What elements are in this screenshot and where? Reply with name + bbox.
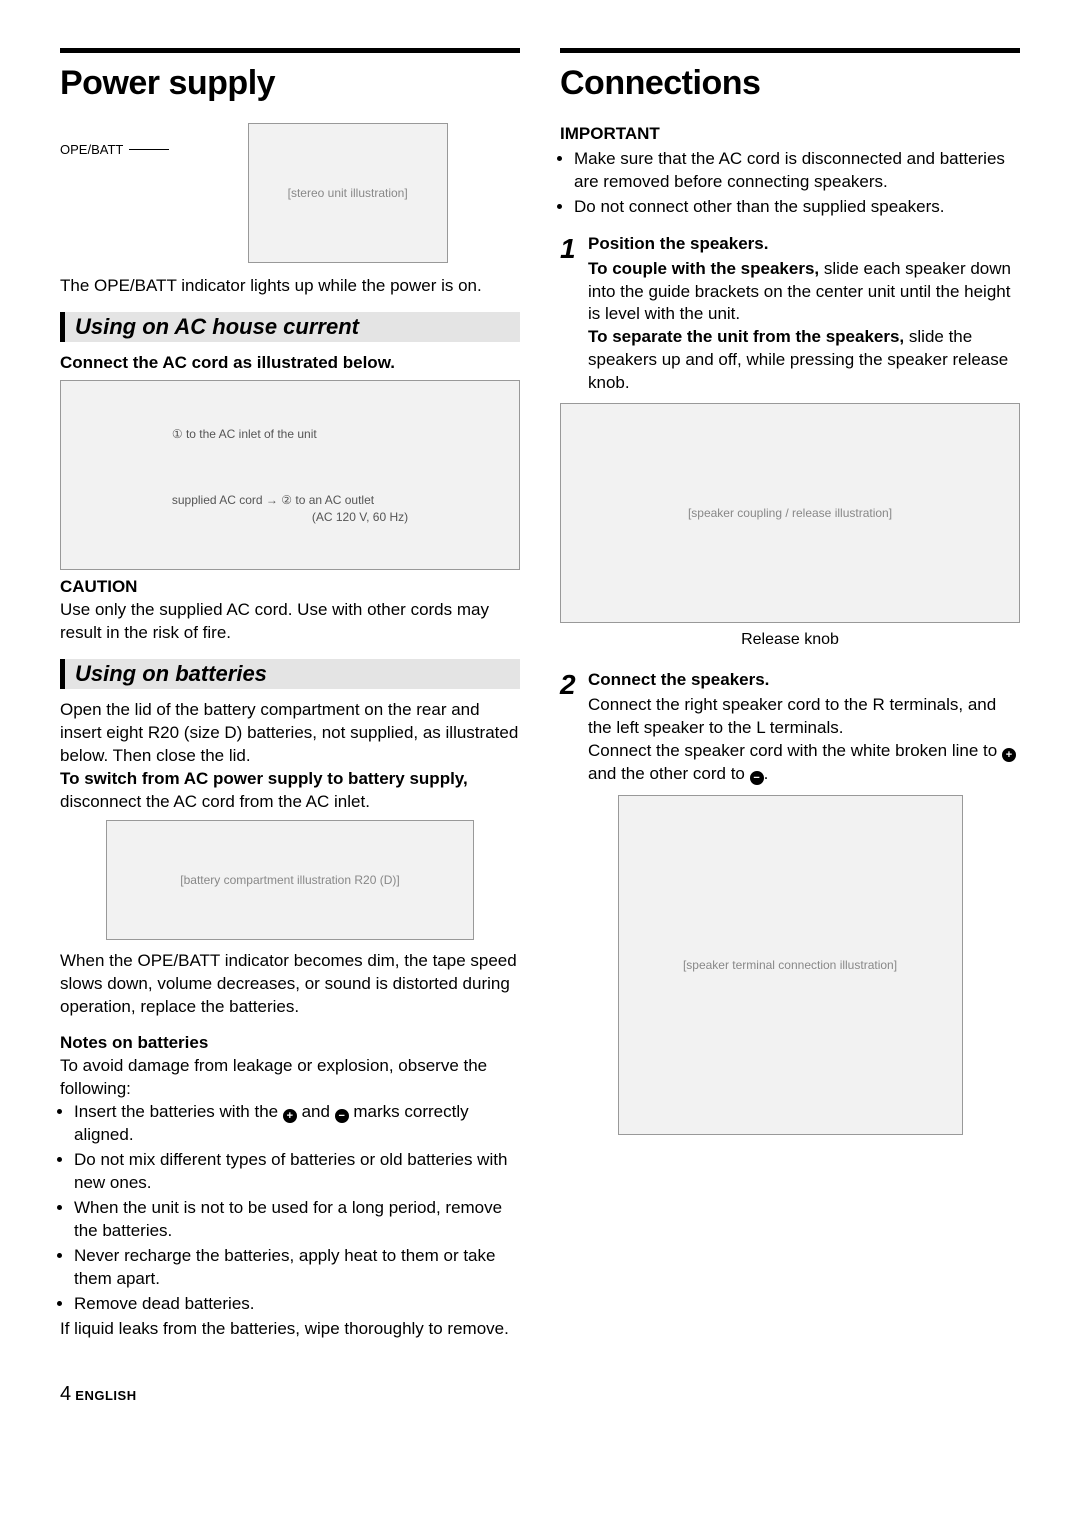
- subhead-ac: Using on AC house current: [60, 312, 520, 342]
- page-footer: 4 ENGLISH: [60, 1381, 1020, 1408]
- notes-batteries-outro: If liquid leaks from the batteries, wipe…: [60, 1318, 520, 1341]
- battery-switch-bold: To switch from AC power supply to batter…: [60, 769, 468, 788]
- important-item-1: Make sure that the AC cord is disconnect…: [574, 148, 1020, 194]
- ac-callout-1: to the AC inlet of the unit: [186, 427, 317, 441]
- important-heading: IMPORTANT: [560, 123, 1020, 146]
- step-2: 2 Connect the speakers. Connect the righ…: [560, 669, 1020, 786]
- top-rule-left: [60, 48, 520, 53]
- notes-item-4: Never recharge the batteries, apply heat…: [74, 1245, 520, 1291]
- notes-batteries-intro: To avoid damage from leakage or explosio…: [60, 1055, 520, 1101]
- step-1-title: Position the speakers.: [588, 233, 1020, 256]
- notes-item-3: When the unit is not to be used for a lo…: [74, 1197, 520, 1243]
- step-1-separate: To separate the unit from the speakers, …: [588, 326, 1020, 395]
- ac-cord-illustration: ① to the AC inlet of the unit supplied A…: [60, 380, 520, 570]
- step-1: 1 Position the speakers. To couple with …: [560, 233, 1020, 396]
- notes-item-2: Do not mix different types of batteries …: [74, 1149, 520, 1195]
- battery-compartment-illustration: [battery compartment illustration R20 (D…: [106, 820, 474, 940]
- step-1-couple: To couple with the speakers, slide each …: [588, 258, 1020, 327]
- ac-callout-2b: (AC 120 V, 60 Hz): [172, 509, 408, 525]
- heading-connections: Connections: [560, 61, 1020, 107]
- plus-icon: +: [1002, 748, 1016, 762]
- step-2-body: Connect the speakers. Connect the right …: [588, 669, 1020, 786]
- notes-item-5: Remove dead batteries.: [74, 1293, 520, 1316]
- battery-dim-text: When the OPE/BATT indicator becomes dim,…: [60, 950, 520, 1019]
- step-2-title: Connect the speakers.: [588, 669, 1020, 692]
- right-column: Connections IMPORTANT Make sure that the…: [560, 48, 1020, 1341]
- heading-power-supply: Power supply: [60, 61, 520, 107]
- speaker-terminal-illustration: [speaker terminal connection illustratio…: [618, 795, 963, 1135]
- step-2-p2: Connect the speaker cord with the white …: [588, 740, 1020, 786]
- step-2-number: 2: [560, 669, 588, 699]
- subhead-batteries: Using on batteries: [60, 659, 520, 689]
- release-knob-label: Release knob: [560, 629, 1020, 651]
- notes-batteries-heading: Notes on batteries: [60, 1032, 520, 1055]
- connect-ac-instruction: Connect the AC cord as illustrated below…: [60, 352, 520, 375]
- speaker-position-illustration: [speaker coupling / release illustration…: [560, 403, 1020, 623]
- battery-open-text: Open the lid of the battery compartment …: [60, 699, 520, 768]
- notes-item-1: Insert the batteries with the + and − ma…: [74, 1101, 520, 1147]
- ac-callout-2a: to an AC outlet: [295, 493, 374, 507]
- important-list: Make sure that the AC cord is disconnect…: [560, 148, 1020, 219]
- step-2-p1: Connect the right speaker cord to the R …: [588, 694, 1020, 740]
- page-language: ENGLISH: [75, 1388, 136, 1403]
- battery-switch-text: To switch from AC power supply to batter…: [60, 768, 520, 814]
- ope-batt-figure: OPE/BATT [stereo unit illustration]: [60, 123, 520, 269]
- plus-icon: +: [283, 1109, 297, 1123]
- page-columns: Power supply OPE/BATT [stereo unit illus…: [60, 48, 1020, 1341]
- minus-icon: −: [750, 771, 764, 785]
- left-column: Power supply OPE/BATT [stereo unit illus…: [60, 48, 520, 1341]
- ac-callout-supplied: supplied AC cord: [172, 493, 263, 507]
- important-item-2: Do not connect other than the supplied s…: [574, 196, 1020, 219]
- ope-batt-caption: The OPE/BATT indicator lights up while t…: [60, 275, 520, 298]
- page-number: 4: [60, 1383, 71, 1405]
- minus-icon: −: [335, 1109, 349, 1123]
- step-1-body: Position the speakers. To couple with th…: [588, 233, 1020, 396]
- step-1-number: 1: [560, 233, 588, 263]
- top-rule-right: [560, 48, 1020, 53]
- notes-batteries-list: Insert the batteries with the + and − ma…: [60, 1101, 520, 1315]
- battery-switch-rest: disconnect the AC cord from the AC inlet…: [60, 792, 370, 811]
- ope-batt-leader-line: [129, 149, 169, 150]
- caution-heading: CAUTION: [60, 576, 520, 599]
- stereo-unit-illustration: [stereo unit illustration]: [248, 123, 448, 263]
- ope-batt-label: OPE/BATT: [60, 123, 123, 159]
- caution-body: Use only the supplied AC cord. Use with …: [60, 599, 520, 645]
